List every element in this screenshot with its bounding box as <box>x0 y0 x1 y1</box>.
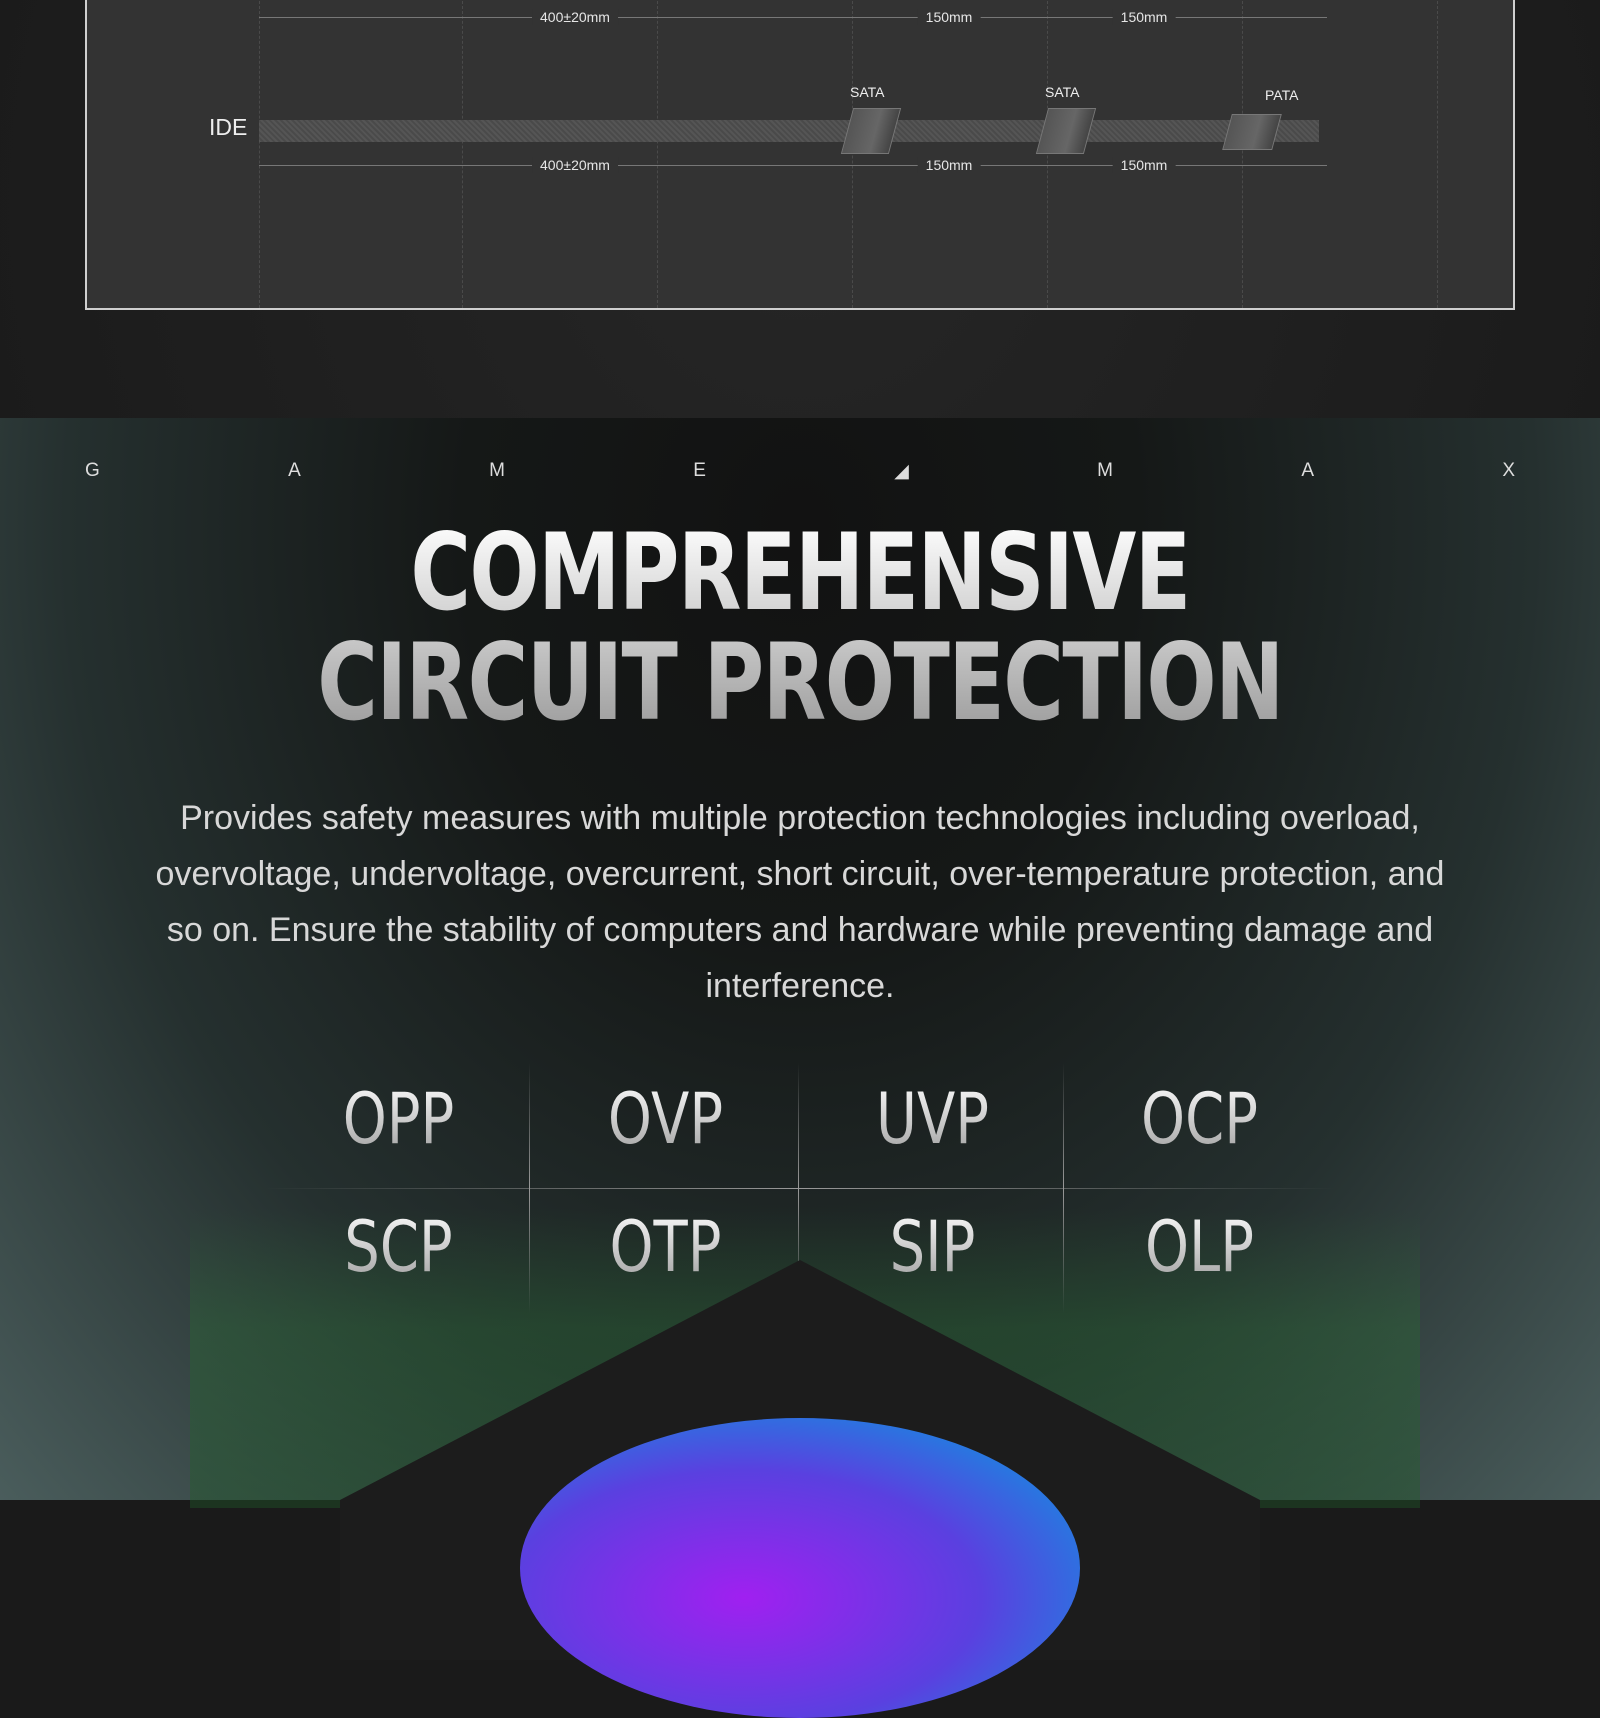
protection-ocp: OCP <box>1093 1078 1307 1160</box>
connector-label: PATA <box>1265 87 1299 103</box>
dim-label: 400±20mm <box>532 9 618 25</box>
protection-olp: OLP <box>1093 1206 1307 1288</box>
protection-sip: SIP <box>826 1206 1040 1288</box>
psu-rgb-fan <box>520 1418 1080 1718</box>
section-description: Provides safety measures with multiple p… <box>155 799 1445 1005</box>
dim-label: 150mm <box>1112 157 1176 173</box>
section-title: COMPREHENSIVE CIRCUIT PROTECTION <box>176 518 1424 738</box>
protection-scp: SCP <box>292 1206 506 1288</box>
connector-label: SATA <box>850 84 885 100</box>
dim-label: 150mm <box>917 9 981 25</box>
brand-wordmark: G A M E ◢ M A X <box>85 460 1515 482</box>
row-label-ide: IDE <box>209 114 248 140</box>
protection-ovp: OVP <box>559 1078 773 1160</box>
protection-uvp: UVP <box>826 1078 1040 1160</box>
brand-logo-icon: ◢ <box>894 461 909 482</box>
cable-diagram-panel: 400±20mm 150mm 150mm IDE SATA SATA PATA … <box>85 0 1515 310</box>
ide-cable <box>259 120 1319 142</box>
cable-diagram-section: 400±20mm 150mm 150mm IDE SATA SATA PATA … <box>0 0 1600 418</box>
protection-section: G A M E ◢ M A X COMPREHENSIVE CIRCUIT PROTECTION… <box>0 418 1600 1718</box>
protection-otp: OTP <box>559 1206 773 1288</box>
pata-connector <box>1222 114 1282 150</box>
dim-label: 150mm <box>1112 9 1176 25</box>
sata-connector <box>1035 108 1097 154</box>
dim-label: 400±20mm <box>532 157 618 173</box>
sata-connector <box>840 108 902 154</box>
protection-opp: OPP <box>292 1078 506 1160</box>
dim-label: 150mm <box>917 157 981 173</box>
protection-grid: OPP OVP UVP OCP SCP OTP SIP OLP <box>265 1063 1335 1313</box>
connector-label: SATA <box>1045 84 1080 100</box>
